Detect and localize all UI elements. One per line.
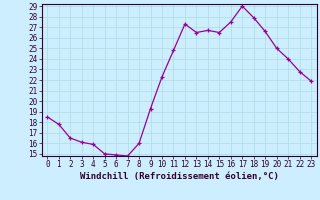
X-axis label: Windchill (Refroidissement éolien,°C): Windchill (Refroidissement éolien,°C) — [80, 172, 279, 181]
